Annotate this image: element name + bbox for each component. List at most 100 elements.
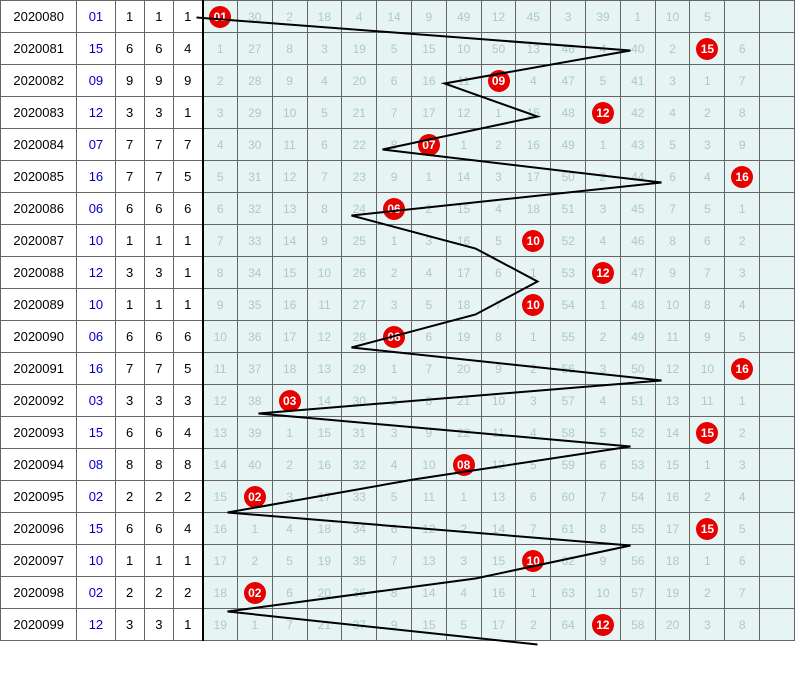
blue-number-cell: 01: [77, 1, 115, 33]
table-row: 202008516775531127239114317502446416: [1, 161, 795, 193]
grid-cell: 7: [725, 577, 760, 609]
grid-cell: 9: [586, 545, 621, 577]
grid-cell: 21: [307, 609, 342, 641]
grid-cell: [760, 353, 795, 385]
grid-cell: 12: [272, 161, 307, 193]
grid-cell: [760, 257, 795, 289]
grid-cell: 19: [655, 577, 690, 609]
grid-cell: 5: [377, 481, 412, 513]
grid-cell: 11: [655, 321, 690, 353]
grid-cell: 1: [586, 289, 621, 321]
grid-cell: 46: [620, 225, 655, 257]
table-row: 20200820999922894206161109447541317: [1, 65, 795, 97]
blue-number-cell: 12: [77, 97, 115, 129]
grid-cell: 3: [586, 353, 621, 385]
stat-cell: 1: [173, 545, 202, 577]
grid-cell: 58: [551, 417, 586, 449]
blue-number-cell: 06: [77, 321, 115, 353]
table-row: 20200931566413391153139221145855214152: [1, 417, 795, 449]
grid-cell: 3: [377, 417, 412, 449]
grid-cell: 03: [272, 385, 307, 417]
grid-cell: 9: [481, 353, 516, 385]
blue-number-cell: 15: [77, 417, 115, 449]
grid-cell: 3: [725, 449, 760, 481]
stat-cell: 1: [144, 225, 173, 257]
grid-cell: 49: [620, 321, 655, 353]
grid-cell: 02: [237, 481, 272, 513]
grid-cell: 30: [342, 385, 377, 417]
grid-cell: 55: [620, 513, 655, 545]
stat-cell: 7: [115, 353, 144, 385]
grid-cell: 5: [586, 417, 621, 449]
grid-cell: 52: [620, 417, 655, 449]
stat-cell: 2: [173, 577, 202, 609]
grid-cell: 5: [307, 97, 342, 129]
grid-cell: 7: [377, 97, 412, 129]
stat-cell: 6: [115, 417, 144, 449]
grid-cell: 10: [516, 225, 551, 257]
stat-cell: 6: [115, 513, 144, 545]
grid-cell: 12: [481, 1, 516, 33]
red-ball: 12: [592, 614, 614, 636]
grid-cell: 9: [377, 161, 412, 193]
stat-cell: 1: [115, 289, 144, 321]
stat-cell: 1: [173, 97, 202, 129]
grid-cell: 18: [307, 1, 342, 33]
grid-cell: 2: [237, 545, 272, 577]
blue-number-cell: 02: [77, 481, 115, 513]
grid-cell: 17: [203, 545, 238, 577]
grid-cell: 1: [586, 129, 621, 161]
grid-cell: 8: [272, 33, 307, 65]
grid-cell: 5: [377, 33, 412, 65]
grid-cell: 6: [203, 193, 238, 225]
grid-cell: 53: [620, 449, 655, 481]
grid-cell: 16: [481, 577, 516, 609]
grid-cell: 2: [516, 609, 551, 641]
grid-cell: 33: [342, 481, 377, 513]
grid-cell: [760, 1, 795, 33]
grid-cell: 8: [655, 225, 690, 257]
grid-cell: 3: [446, 545, 481, 577]
grid-cell: [760, 513, 795, 545]
grid-cell: 15: [411, 609, 446, 641]
grid-cell: 21: [446, 385, 481, 417]
grid-cell: 50: [620, 353, 655, 385]
period-cell: 2020093: [1, 417, 77, 449]
stat-cell: 9: [115, 65, 144, 97]
grid-cell: 1: [203, 33, 238, 65]
blue-number-cell: 02: [77, 577, 115, 609]
period-cell: 2020090: [1, 321, 77, 353]
grid-cell: 8: [725, 97, 760, 129]
grid-cell: 17: [446, 257, 481, 289]
period-cell: 2020094: [1, 449, 77, 481]
grid-cell: 6: [725, 33, 760, 65]
grid-cell: [760, 65, 795, 97]
grid-cell: 30: [237, 129, 272, 161]
grid-cell: 6: [481, 257, 516, 289]
stat-cell: 8: [173, 449, 202, 481]
grid-cell: 12: [411, 513, 446, 545]
grid-cell: 45: [620, 193, 655, 225]
period-cell: 2020083: [1, 97, 77, 129]
red-ball: 06: [383, 326, 405, 348]
period-cell: 2020081: [1, 33, 77, 65]
grid-cell: 25: [342, 225, 377, 257]
red-ball: 16: [731, 358, 753, 380]
blue-number-cell: 08: [77, 449, 115, 481]
table-row: 20200900666610361712280661981552491195: [1, 321, 795, 353]
grid-cell: 12: [586, 97, 621, 129]
grid-cell: 1: [237, 609, 272, 641]
grid-cell: 56: [620, 545, 655, 577]
grid-cell: 17: [272, 321, 307, 353]
grid-cell: 49: [551, 129, 586, 161]
blue-number-cell: 09: [77, 65, 115, 97]
grid-cell: 32: [237, 193, 272, 225]
grid-cell: 3: [307, 33, 342, 65]
grid-cell: 3: [655, 65, 690, 97]
grid-cell: 12: [586, 609, 621, 641]
grid-cell: 61: [551, 513, 586, 545]
grid-cell: 6: [725, 545, 760, 577]
grid-cell: 7: [272, 609, 307, 641]
grid-cell: 30: [237, 1, 272, 33]
grid-cell: [760, 289, 795, 321]
